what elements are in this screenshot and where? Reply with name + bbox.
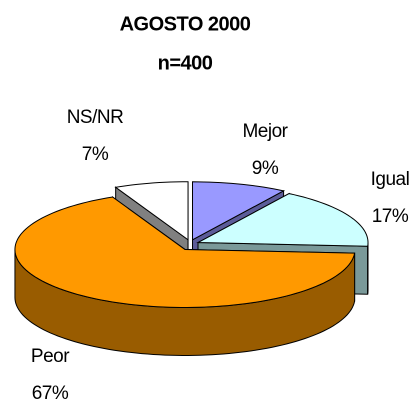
- pie-slice: [14, 196, 356, 308]
- slice-value-label: 17%: [372, 206, 409, 227]
- pie-slice: [196, 193, 369, 247]
- slice-label: Peor: [31, 346, 70, 367]
- slice-value-label: 9%: [252, 158, 279, 179]
- slice-value-label: 7%: [82, 144, 109, 165]
- slice-label: NS/NR: [67, 107, 124, 128]
- chart-title: AGOSTO 2000: [120, 13, 251, 35]
- pie: [14, 181, 369, 356]
- slice-value-label: 67%: [32, 383, 69, 404]
- pie-slice: [192, 181, 286, 241]
- slice-label: Igual: [371, 169, 410, 190]
- pie-slice: [114, 181, 189, 241]
- slice-label: Mejor: [242, 121, 288, 142]
- chart-subtitle: n=400: [158, 52, 213, 74]
